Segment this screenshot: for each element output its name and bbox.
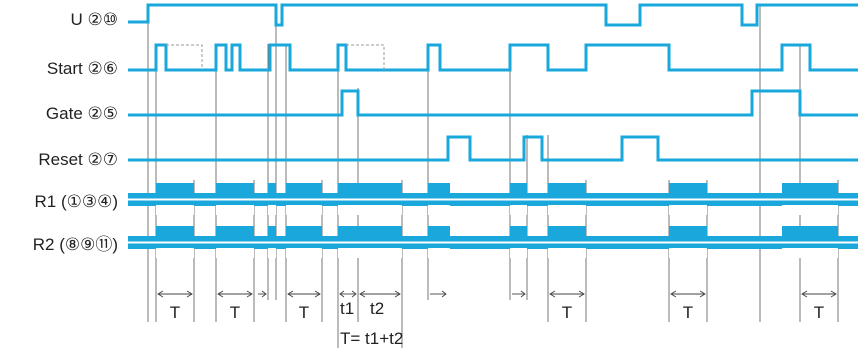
timing-labels: T T T t1 t2 T= t1+t2 T T T (170, 299, 824, 348)
t-label-5: T (683, 303, 693, 322)
label-r1: R1 (①③④) (34, 192, 118, 211)
duration-arrows (157, 290, 837, 298)
t-label-2: T (230, 303, 240, 322)
t-label-6: T (814, 303, 824, 322)
signal-labels: U ②⑩ Start ②⑥ Gate ②⑤ Reset ②⑦ R1 (①③④) … (33, 10, 118, 254)
waveform-start (128, 43, 858, 72)
label-gate: Gate ②⑤ (46, 104, 118, 123)
label-r2: R2 (⑧⑨⑪) (33, 235, 118, 254)
t-label-3: T (299, 303, 309, 322)
formula-label: T= t1+t2 (340, 329, 403, 348)
t2-label: t2 (370, 299, 384, 318)
t1-label: t1 (340, 299, 354, 318)
waveform-gate (128, 89, 858, 117)
waveform-r2 (128, 226, 858, 258)
t-label-1: T (170, 303, 180, 322)
label-start: Start ②⑥ (47, 59, 118, 78)
waveform-reset (128, 135, 858, 162)
label-u: U ②⑩ (71, 10, 119, 29)
vertical-guides (147, 6, 839, 348)
label-reset: Reset ②⑦ (38, 150, 118, 169)
t-label-4: T (562, 303, 572, 322)
waveform-r1 (128, 183, 858, 215)
waveform-u (128, 3, 858, 27)
